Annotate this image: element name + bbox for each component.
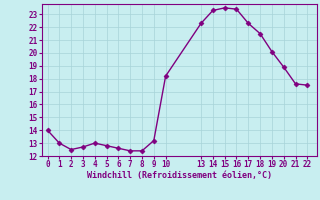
X-axis label: Windchill (Refroidissement éolien,°C): Windchill (Refroidissement éolien,°C): [87, 171, 272, 180]
